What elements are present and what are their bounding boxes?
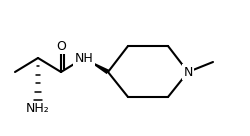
Text: NH: NH: [74, 52, 94, 64]
Text: NH₂: NH₂: [26, 102, 50, 115]
Polygon shape: [84, 58, 109, 74]
Text: O: O: [56, 39, 66, 52]
Text: N: N: [183, 66, 193, 78]
